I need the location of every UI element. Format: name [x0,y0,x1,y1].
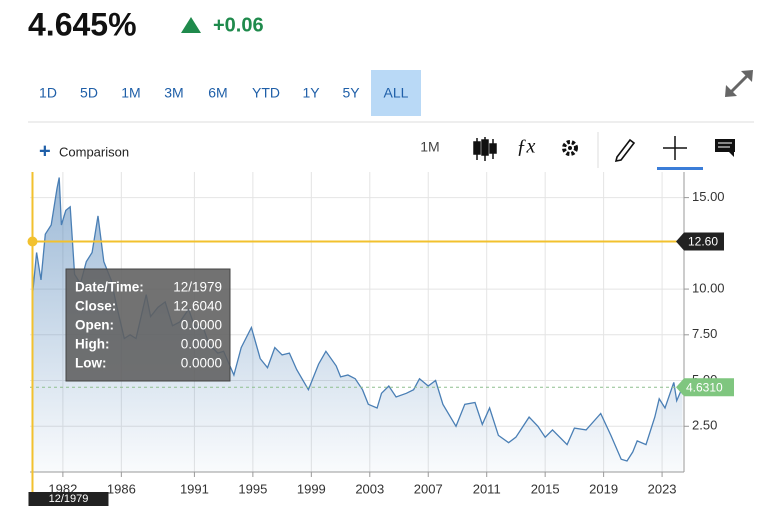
tooltip-value: 0.0000 [181,356,222,371]
range-button[interactable]: 3M [164,85,183,101]
x-tick-label: 2003 [355,481,384,496]
change: +0.06 [213,14,264,36]
range-button[interactable]: 1D [39,85,57,101]
plus[interactable]: + [39,140,51,162]
crosshair-x-tag [28,492,109,506]
candle-icon[interactable] [473,137,497,161]
x-tick-label: 2019 [589,481,618,496]
range-button[interactable]: ALL [384,85,409,101]
tooltip-value: 12/1979 [173,280,222,295]
tooltip-key: Open: [75,318,114,333]
plot: 1982 1986 1991 1995 1999 2003 2007 2011 2015 2019… [27,172,734,506]
interval[interactable]: 1M [420,139,439,155]
x-tick-label: 1991 [180,481,209,496]
range-active [371,70,421,116]
crosshair-x-label: 12/1979 [49,493,89,505]
price: 4.645% [28,6,137,42]
crosshair-dot [27,236,38,247]
expand-icon[interactable] [725,70,753,97]
last-value-label: 4.6310 [686,380,723,394]
crosshair-y-tag [676,232,724,251]
x-tick-label: 2011 [473,481,501,496]
tooltip-key: Date/Time: [75,280,144,295]
y-tick-label: 10.00 [692,281,725,296]
comparison[interactable]: Comparison [59,144,129,159]
range-button[interactable]: 5Y [342,85,360,101]
up-arrow [181,17,201,33]
tooltip-key: Close: [75,299,116,314]
y-tick-label: 2.50 [692,418,717,433]
line [31,177,684,462]
draw-icon[interactable] [614,138,636,163]
area-fill [32,177,683,472]
last-value-tag [676,378,734,397]
x-tick-label: 2007 [414,481,443,496]
tooltip-value: 0.0000 [181,318,222,333]
tooltip [65,268,231,382]
crosshair-icon[interactable] [663,136,687,160]
x-tick-label: 1999 [297,481,326,496]
x-tick-label: 2023 [648,481,677,496]
y-tick-label: 15.00 [692,189,725,204]
active-tool [657,167,703,170]
ranges: 1D 5D 1M 3M 6M YTD 1Y 5Y ALL [39,70,421,116]
range-button[interactable]: 6M [208,85,227,101]
crosshair-y-label: 12.60 [688,235,718,249]
y-tick-label: 7.50 [692,326,717,341]
range-button[interactable]: 1M [121,85,140,101]
tooltip-key: High: [75,337,110,352]
comment-icon[interactable] [715,139,735,157]
tooltip-key: Low: [75,356,107,371]
tooltip-value: 0.0000 [181,337,222,352]
range-button[interactable]: 1Y [302,85,320,101]
x-tick-label: 1995 [238,481,267,496]
range-button[interactable]: 5D [80,85,98,101]
settings-icon[interactable] [562,140,578,156]
x-tick-label: 1986 [107,481,136,496]
range-button[interactable]: YTD [252,85,280,101]
x-tick-label: 2015 [531,481,560,496]
fx-icon[interactable]: ƒx [517,136,536,158]
tooltip-value: 12.6040 [173,299,222,314]
